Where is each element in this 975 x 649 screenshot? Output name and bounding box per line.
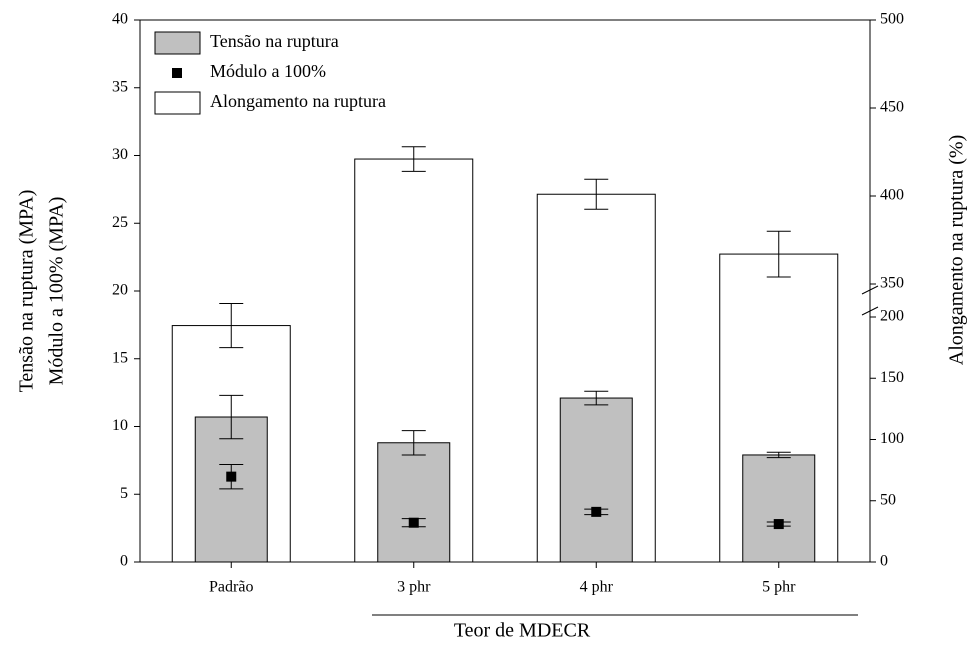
error-bar — [401, 518, 426, 528]
y2-axis-label: Alongamento na ruptura (%) — [946, 135, 968, 365]
y-tick-label: 30 — [112, 146, 128, 163]
y-tick-label: 15 — [112, 349, 128, 366]
error-bar — [219, 394, 244, 440]
x-tick-label: 5 phr — [762, 579, 796, 596]
bar — [559, 397, 633, 563]
x-axis-label: Teor de MDECR — [454, 620, 591, 642]
axis-break — [861, 285, 879, 316]
error-bar — [401, 430, 426, 456]
y-axis-label: Módulo a 100% (MPA) — [46, 197, 68, 386]
error-bar — [584, 508, 609, 516]
x-tick-label: 3 phr — [397, 579, 431, 596]
y2-tick-label: 350 — [880, 275, 904, 292]
y-tick-label: 10 — [112, 417, 128, 434]
y-tick-label: 25 — [112, 214, 128, 231]
error-bar — [584, 178, 609, 210]
y2-tick-label: 400 — [880, 187, 904, 204]
error-bar — [584, 390, 609, 406]
error-bar — [219, 463, 244, 490]
y-axis-label: Tensão na ruptura (MPA) — [16, 190, 38, 393]
legend-label: Módulo a 100% — [210, 61, 326, 81]
legend-swatch — [172, 68, 182, 78]
y2-tick-label: 500 — [880, 11, 904, 28]
y-tick-label: 35 — [112, 78, 128, 95]
error-bar — [219, 303, 244, 349]
legend-label: Tensão na ruptura — [210, 31, 339, 51]
error-bar — [766, 451, 791, 459]
bar — [377, 442, 451, 563]
error-bar — [766, 521, 791, 527]
y2-tick-label: 50 — [880, 491, 896, 508]
y-tick-label: 40 — [112, 11, 128, 28]
y2-tick-label: 150 — [880, 369, 904, 386]
y2-tick-label: 450 — [880, 99, 904, 116]
y2-tick-label: 100 — [880, 430, 904, 447]
x-tick-label: Padrão — [209, 579, 253, 596]
bar — [742, 454, 816, 563]
bar — [194, 416, 268, 563]
x-tick-label: 4 phr — [580, 579, 614, 596]
legend-label: Alongamento na ruptura — [210, 91, 386, 111]
y2-tick-label: 200 — [880, 308, 904, 325]
legend-swatch — [154, 91, 201, 115]
error-bar — [401, 146, 426, 172]
y-tick-label: 20 — [112, 282, 128, 299]
legend-swatch — [154, 31, 201, 55]
y-tick-label: 5 — [120, 485, 128, 502]
y-tick-label: 0 — [120, 553, 128, 570]
y2-tick-label: 0 — [880, 553, 888, 570]
error-bar — [766, 230, 791, 278]
